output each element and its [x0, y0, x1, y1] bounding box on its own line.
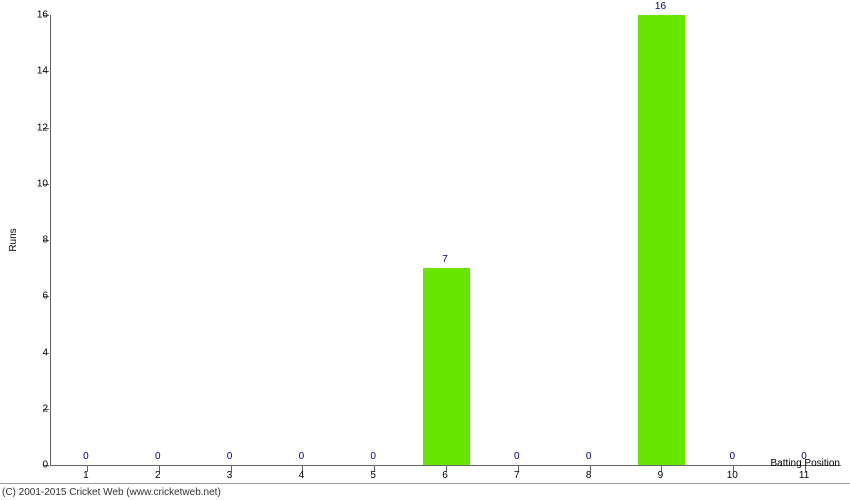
- x-tick-label: 8: [586, 470, 592, 481]
- x-tick-label: 9: [658, 470, 664, 481]
- y-tick-label: 12: [37, 122, 48, 133]
- x-tick-label: 11: [799, 470, 809, 481]
- plot-area: [50, 15, 841, 466]
- bar-value-label: 0: [729, 451, 735, 462]
- bar-value-label: 0: [227, 451, 233, 462]
- bar-value-label: 0: [155, 451, 161, 462]
- bar: [423, 268, 470, 465]
- y-tick-label: 8: [42, 235, 48, 246]
- bar-value-label: 0: [586, 451, 592, 462]
- x-tick-label: 7: [514, 470, 520, 481]
- x-tick-label: 2: [155, 470, 161, 481]
- bar-value-label: 0: [299, 451, 305, 462]
- y-tick-label: 4: [42, 347, 48, 358]
- bar-value-label: 16: [655, 1, 666, 12]
- x-tick-label: 3: [227, 470, 233, 481]
- y-tick-label: 10: [37, 178, 48, 189]
- x-tick-label: 4: [299, 470, 305, 481]
- y-tick-label: 0: [42, 460, 48, 471]
- bar-value-label: 0: [514, 451, 520, 462]
- x-tick-label: 5: [370, 470, 376, 481]
- chart-container: Runs Batting Position (C) 2001-2015 Cric…: [0, 0, 850, 500]
- bar: [638, 15, 685, 465]
- bar-value-label: 7: [442, 254, 448, 265]
- y-tick-label: 14: [37, 66, 48, 77]
- y-tick-label: 16: [37, 10, 48, 21]
- x-tick-label: 10: [727, 470, 738, 481]
- y-axis-title: Runs: [8, 228, 19, 251]
- bar-value-label: 0: [83, 451, 89, 462]
- x-tick-label: 1: [83, 470, 89, 481]
- y-tick-label: 6: [42, 291, 48, 302]
- copyright-text: (C) 2001-2015 Cricket Web (www.cricketwe…: [2, 487, 221, 498]
- bar-value-label: 0: [801, 451, 807, 462]
- bar-value-label: 0: [370, 451, 376, 462]
- x-tick-label: 6: [442, 470, 448, 481]
- y-tick-label: 2: [42, 403, 48, 414]
